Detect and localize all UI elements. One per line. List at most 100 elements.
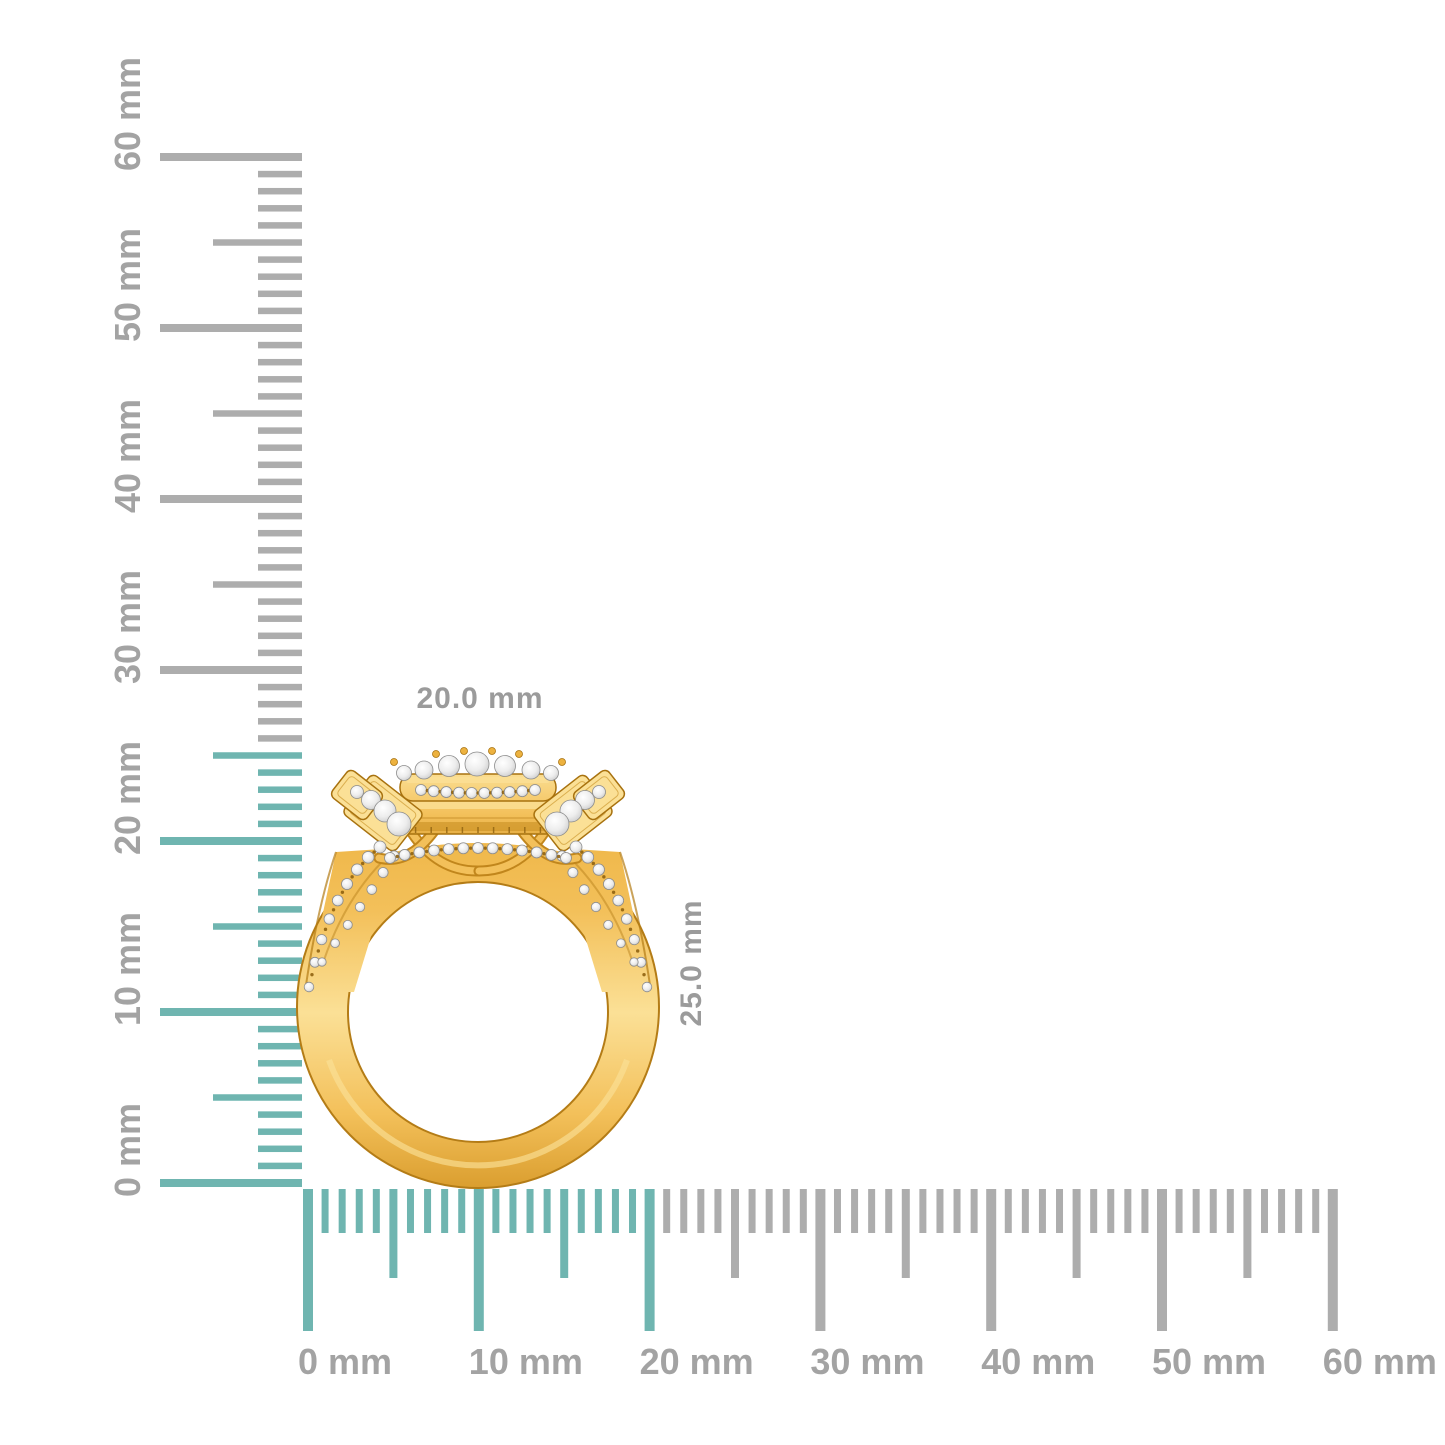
ruler-tick — [258, 718, 302, 725]
ruler-tick — [492, 1189, 500, 1233]
bezel-diamond — [544, 811, 570, 837]
halo-diamond — [415, 784, 427, 796]
halo-diamond — [427, 785, 440, 798]
right-shoulder — [558, 848, 650, 992]
ruler-label: 10 mm — [469, 1341, 583, 1382]
ruler-label: 0 mm — [298, 1341, 392, 1382]
ruler-tick — [815, 1189, 826, 1331]
pave-diamond — [331, 894, 344, 907]
bezel-diamond — [592, 785, 606, 799]
halo-diamond — [472, 842, 484, 854]
vertical-ruler: 0 mm 10 mm 20 mm 30 mm 40 mm 50 mm 60 mm — [107, 57, 302, 1197]
ruler-tick — [1072, 1189, 1081, 1278]
pave-diamond — [330, 938, 340, 948]
prong-dot — [512, 848, 517, 852]
ruler-tick — [160, 666, 302, 674]
ruler-tick — [1056, 1189, 1064, 1233]
ruler-tick — [213, 581, 302, 588]
ruler-tick — [1192, 1189, 1200, 1233]
ruler-tick — [258, 1077, 302, 1084]
right-gallery-wire-hl — [475, 829, 548, 875]
bezel-diamond — [350, 785, 364, 799]
ruler-tick — [919, 1189, 927, 1233]
ruler-tick — [560, 1189, 569, 1278]
ruler-tick — [258, 307, 302, 315]
ruler-tick — [258, 222, 302, 229]
ruler-tick — [577, 1189, 585, 1233]
halo-diamond — [413, 846, 426, 859]
pave-diamond — [621, 913, 633, 925]
width-dimension-label: 20.0 mm — [416, 682, 543, 715]
ruler-tick — [258, 273, 302, 280]
ruler-tick — [258, 615, 302, 622]
halo-diamond — [465, 787, 478, 799]
halo-base-shade — [382, 822, 574, 831]
ruler-tick — [258, 358, 302, 366]
pave-diamond — [629, 957, 639, 967]
ruler-label: 50 mm — [107, 228, 148, 342]
ruler-tick — [355, 1189, 363, 1233]
ruler-tick — [258, 1060, 302, 1067]
prong-dot — [628, 927, 633, 932]
ruler-label: 60 mm — [107, 57, 148, 171]
prong-dot — [556, 854, 561, 859]
ruler-tick — [509, 1189, 517, 1233]
ruler-tick — [611, 1189, 619, 1233]
ruler-tick — [258, 735, 302, 742]
pave-diamond — [569, 840, 583, 854]
ruler-tick — [258, 786, 302, 793]
ruler-tick — [160, 837, 302, 845]
crown-diamond — [494, 755, 516, 777]
ruler-tick — [258, 683, 302, 691]
halo-top-highlight — [406, 777, 550, 783]
ruler-tick — [258, 376, 302, 383]
ruler-tick — [160, 1179, 302, 1187]
ruler-tick — [406, 1189, 414, 1233]
ruler-tick — [258, 991, 302, 999]
ruler-tick — [258, 547, 302, 554]
ruler-tick — [389, 1189, 398, 1278]
ruler-tick — [258, 1025, 302, 1033]
pave-diamond — [316, 934, 328, 946]
halo-diamond — [440, 786, 453, 798]
pave-diamond — [373, 840, 387, 854]
prong-dot — [316, 949, 321, 953]
prong-dot — [483, 846, 488, 850]
halo-diamond — [486, 842, 499, 855]
crown-diamond — [464, 751, 490, 777]
ruler-tick — [441, 1189, 449, 1233]
crown-prong — [558, 758, 566, 766]
band-highlight — [326, 1058, 630, 1169]
crown-diamond — [543, 765, 559, 781]
ruler-tick — [258, 1111, 302, 1118]
prong-dot — [372, 850, 376, 854]
pave-diamond — [581, 851, 595, 864]
crown-prong — [390, 758, 398, 766]
prong-dot — [350, 875, 354, 879]
pave-diamond — [590, 901, 602, 913]
halo-diamond — [457, 842, 470, 855]
pave-diamond — [578, 884, 590, 895]
ruler-tick — [258, 1145, 302, 1153]
ruler-tick — [258, 478, 302, 486]
ruler-tick — [213, 410, 302, 417]
ruler-tick — [160, 1008, 302, 1016]
ruler-tick — [160, 153, 302, 161]
ruler-tick — [731, 1189, 739, 1278]
ruler-tick — [953, 1189, 961, 1233]
ruler-tick — [1260, 1189, 1268, 1233]
prong-dot — [591, 861, 596, 866]
ruler-label: 40 mm — [981, 1341, 1095, 1382]
pave-diamond — [341, 878, 353, 890]
ruler-tick — [543, 1189, 551, 1233]
prong-dot — [439, 848, 444, 852]
ruler-tick — [851, 1189, 859, 1233]
pave-diamond — [317, 957, 327, 967]
ruler-tick — [160, 495, 302, 503]
ruler-tick — [258, 889, 302, 896]
prong-dot — [527, 849, 532, 854]
crown-diamond — [396, 765, 412, 781]
halo-diamond — [560, 852, 572, 864]
